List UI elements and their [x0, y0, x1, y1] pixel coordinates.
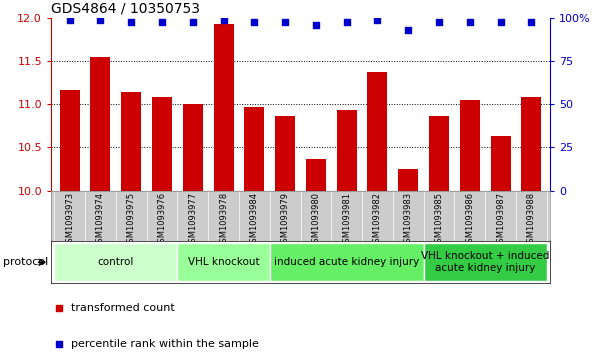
Bar [398, 169, 418, 191]
Point [53, 341, 63, 347]
Bar [152, 98, 172, 191]
Text: GSM1093979: GSM1093979 [281, 192, 290, 248]
Text: percentile rank within the sample: percentile rank within the sample [70, 339, 258, 349]
Point [249, 19, 259, 25]
Bar [59, 90, 79, 191]
Text: GDS4864 / 10350753: GDS4864 / 10350753 [51, 1, 200, 16]
Point [96, 17, 105, 23]
Text: GSM1093973: GSM1093973 [65, 192, 74, 248]
Text: GSM1093988: GSM1093988 [527, 192, 536, 248]
Point [373, 17, 382, 23]
Text: induced acute kidney injury: induced acute kidney injury [274, 257, 419, 267]
Text: GSM1093982: GSM1093982 [373, 192, 382, 248]
Point [526, 19, 536, 25]
Point [157, 19, 166, 25]
Point [465, 19, 475, 25]
Text: GSM1093986: GSM1093986 [465, 192, 474, 248]
Text: GSM1093974: GSM1093974 [96, 192, 105, 248]
Point [342, 19, 352, 25]
Text: GSM1093987: GSM1093987 [496, 192, 505, 248]
Bar [177, 244, 270, 281]
Text: GSM1093975: GSM1093975 [127, 192, 136, 248]
Bar [183, 103, 203, 191]
Bar [54, 244, 177, 281]
Text: GSM1093976: GSM1093976 [157, 192, 166, 248]
Text: GSM1093980: GSM1093980 [311, 192, 320, 248]
Point [188, 19, 198, 25]
Bar [460, 100, 480, 191]
Bar [270, 244, 424, 281]
Bar [522, 98, 542, 191]
Bar [121, 92, 141, 191]
Point [311, 22, 321, 28]
Point [280, 19, 290, 25]
Bar [490, 136, 511, 191]
Point [65, 17, 75, 23]
Point [53, 305, 63, 311]
Text: GSM1093984: GSM1093984 [250, 192, 259, 248]
Text: GSM1093985: GSM1093985 [435, 192, 444, 248]
Bar [275, 115, 295, 191]
Point [496, 19, 505, 25]
Point [219, 17, 228, 23]
Text: GSM1093981: GSM1093981 [342, 192, 351, 248]
Text: transformed count: transformed count [70, 303, 174, 313]
Text: VHL knockout: VHL knockout [188, 257, 260, 267]
Text: protocol: protocol [3, 257, 48, 267]
Point [126, 19, 136, 25]
Bar [429, 115, 449, 191]
Bar [213, 24, 234, 191]
Point [435, 19, 444, 25]
Bar [306, 159, 326, 191]
Bar [244, 107, 264, 191]
Bar [337, 110, 357, 191]
Text: VHL knockout + induced
acute kidney injury: VHL knockout + induced acute kidney inju… [421, 252, 549, 273]
Bar [367, 73, 388, 191]
Text: GSM1093978: GSM1093978 [219, 192, 228, 248]
Bar [90, 57, 111, 191]
Point [403, 27, 413, 33]
Text: GSM1093977: GSM1093977 [188, 192, 197, 248]
Text: GSM1093983: GSM1093983 [404, 192, 413, 248]
Text: control: control [97, 257, 134, 267]
Bar [424, 244, 547, 281]
